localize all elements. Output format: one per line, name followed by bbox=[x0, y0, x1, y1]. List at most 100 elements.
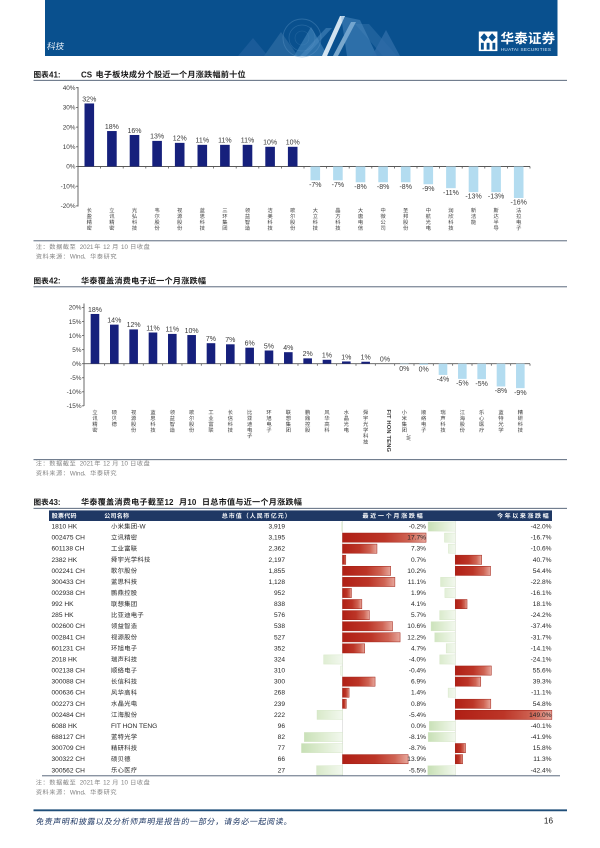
svg-text:-11.1%: -11.1% bbox=[531, 690, 552, 697]
svg-text:11%: 11% bbox=[166, 327, 180, 334]
svg-text:1810 HK: 1810 HK bbox=[52, 524, 78, 531]
svg-text:-8%: -8% bbox=[495, 388, 507, 395]
svg-text:10: 10 bbox=[187, 498, 196, 507]
svg-text:4%: 4% bbox=[283, 345, 293, 352]
svg-text:54.8%: 54.8% bbox=[533, 701, 552, 708]
svg-text:-8.7%: -8.7% bbox=[409, 745, 426, 752]
svg-text:2,362: 2,362 bbox=[268, 546, 285, 553]
svg-text:18.1%: 18.1% bbox=[533, 601, 552, 608]
svg-text:FIT HON TENG: FIT HON TENG bbox=[385, 410, 391, 453]
svg-text:10%: 10% bbox=[286, 140, 300, 147]
svg-text:82: 82 bbox=[278, 734, 286, 741]
svg-text:7.3%: 7.3% bbox=[411, 546, 426, 553]
svg-text:FIT HON TENG: FIT HON TENG bbox=[111, 723, 157, 730]
svg-text:-4%: -4% bbox=[437, 377, 449, 384]
svg-text:13%: 13% bbox=[150, 134, 164, 141]
svg-text:Wind: Wind bbox=[70, 254, 85, 261]
svg-text:838: 838 bbox=[274, 601, 285, 608]
svg-text:601231 CH: 601231 CH bbox=[52, 645, 86, 652]
svg-text:2021: 2021 bbox=[80, 461, 94, 468]
svg-text:300: 300 bbox=[274, 679, 285, 686]
svg-text:-16.1%: -16.1% bbox=[531, 590, 552, 597]
svg-text:7%: 7% bbox=[206, 336, 216, 343]
svg-text:3,195: 3,195 bbox=[268, 535, 285, 542]
svg-text:HUATAI SECURITIES: HUATAI SECURITIES bbox=[501, 47, 551, 52]
svg-text:40%: 40% bbox=[63, 85, 76, 92]
svg-text:-8.1%: -8.1% bbox=[409, 734, 426, 741]
svg-text:-24.1%: -24.1% bbox=[531, 656, 552, 663]
svg-text:13.9%: 13.9% bbox=[407, 756, 426, 763]
svg-text:-15%: -15% bbox=[67, 403, 82, 410]
svg-text:16: 16 bbox=[544, 817, 554, 826]
svg-text:000636 CH: 000636 CH bbox=[52, 690, 86, 697]
svg-text:002600 CH: 002600 CH bbox=[52, 623, 86, 630]
svg-text:43:: 43: bbox=[49, 498, 61, 507]
svg-text:10.2%: 10.2% bbox=[407, 568, 426, 575]
svg-text:300433 CH: 300433 CH bbox=[52, 579, 86, 586]
svg-text:15.8%: 15.8% bbox=[533, 745, 552, 752]
svg-text:-0.4%: -0.4% bbox=[409, 668, 426, 675]
svg-text:002938 CH: 002938 CH bbox=[52, 590, 86, 597]
svg-text:0.7%: 0.7% bbox=[411, 557, 426, 564]
svg-text:002241 CH: 002241 CH bbox=[52, 568, 86, 575]
svg-text:16%: 16% bbox=[127, 128, 141, 135]
svg-text:149.0%: 149.0% bbox=[529, 712, 552, 719]
svg-text:5.7%: 5.7% bbox=[411, 612, 426, 619]
svg-text:77: 77 bbox=[278, 745, 286, 752]
svg-text:4.1%: 4.1% bbox=[411, 601, 426, 608]
svg-text:Wind: Wind bbox=[70, 470, 85, 477]
svg-text:0%: 0% bbox=[380, 357, 390, 364]
svg-text:Wind: Wind bbox=[70, 789, 85, 796]
svg-text:576: 576 bbox=[274, 612, 285, 619]
svg-text:1.4%: 1.4% bbox=[411, 690, 426, 697]
svg-text:2018 HK: 2018 HK bbox=[52, 656, 78, 663]
svg-text:4.7%: 4.7% bbox=[411, 645, 426, 652]
svg-text:300322 CH: 300322 CH bbox=[52, 756, 86, 763]
svg-text:10: 10 bbox=[121, 780, 128, 787]
svg-text:1%: 1% bbox=[322, 353, 332, 360]
svg-text:12: 12 bbox=[165, 498, 174, 507]
svg-text:10%: 10% bbox=[63, 144, 76, 151]
svg-text:12%: 12% bbox=[127, 322, 141, 329]
svg-text:5%: 5% bbox=[72, 347, 82, 354]
svg-text:0%: 0% bbox=[399, 366, 409, 373]
svg-text:55.6%: 55.6% bbox=[533, 668, 552, 675]
svg-text:18%: 18% bbox=[88, 307, 102, 314]
svg-text:-37.4%: -37.4% bbox=[531, 623, 552, 630]
svg-text:0%: 0% bbox=[72, 361, 82, 368]
svg-text:538: 538 bbox=[274, 623, 285, 630]
svg-text:54.4%: 54.4% bbox=[533, 568, 552, 575]
svg-text:11%: 11% bbox=[241, 138, 255, 145]
svg-text:20%: 20% bbox=[69, 305, 82, 312]
svg-text:12%: 12% bbox=[173, 136, 187, 143]
svg-text:002841 CH: 002841 CH bbox=[52, 634, 86, 641]
svg-text:10%: 10% bbox=[185, 328, 199, 335]
svg-text:5%: 5% bbox=[264, 343, 274, 350]
svg-text:10%: 10% bbox=[263, 140, 277, 147]
svg-text:352: 352 bbox=[274, 645, 285, 652]
svg-text:10: 10 bbox=[121, 461, 128, 468]
svg-text:11.3%: 11.3% bbox=[533, 756, 551, 763]
svg-text:10: 10 bbox=[121, 244, 128, 251]
svg-text:11.1%: 11.1% bbox=[408, 579, 426, 586]
svg-text:-13%: -13% bbox=[488, 194, 504, 201]
svg-text:-4.0%: -4.0% bbox=[409, 656, 426, 663]
svg-text:-W: -W bbox=[404, 434, 410, 442]
svg-text:20%: 20% bbox=[63, 124, 76, 131]
svg-text:222: 222 bbox=[274, 712, 285, 719]
svg-text:14%: 14% bbox=[107, 317, 121, 324]
svg-text:2021: 2021 bbox=[80, 244, 94, 251]
svg-text:1%: 1% bbox=[361, 355, 371, 362]
svg-text:992 HK: 992 HK bbox=[52, 601, 75, 608]
svg-text:-14.1%: -14.1% bbox=[531, 645, 552, 652]
svg-text:96: 96 bbox=[278, 723, 286, 730]
svg-text:952: 952 bbox=[274, 590, 285, 597]
svg-text:12.2%: 12.2% bbox=[407, 634, 426, 641]
svg-text:-16%: -16% bbox=[511, 200, 527, 207]
svg-text:-31.7%: -31.7% bbox=[531, 634, 552, 641]
svg-text:688127 CH: 688127 CH bbox=[52, 734, 86, 741]
svg-text:324: 324 bbox=[274, 656, 285, 663]
svg-text:-41.9%: -41.9% bbox=[531, 734, 552, 741]
svg-text:-7%: -7% bbox=[332, 182, 344, 189]
svg-text:11%: 11% bbox=[218, 138, 232, 145]
